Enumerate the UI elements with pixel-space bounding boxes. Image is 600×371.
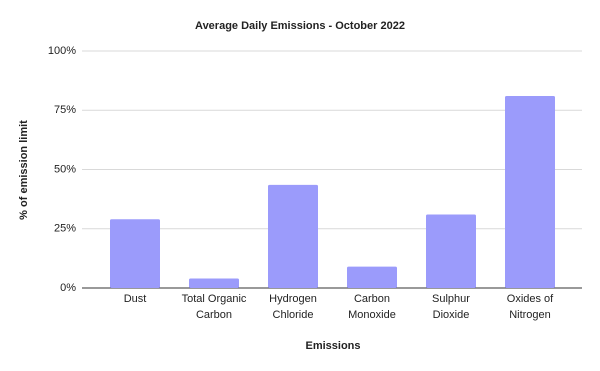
y-tick-label: 25% bbox=[54, 223, 76, 235]
x-tick-label: Sulphur Dioxide bbox=[432, 293, 470, 321]
y-tick-label: 100% bbox=[48, 45, 76, 57]
bar bbox=[426, 214, 476, 288]
x-tick-label: Hydrogen Chloride bbox=[269, 293, 317, 321]
x-tick-label: Oxides of Nitrogen bbox=[507, 293, 554, 321]
x-tick-label: Total Organic Carbon bbox=[182, 293, 247, 321]
bar bbox=[110, 219, 160, 288]
bar bbox=[268, 184, 318, 288]
y-axis-label: % of emission limit bbox=[18, 120, 30, 220]
y-tick-label: 75% bbox=[54, 104, 76, 116]
x-tick-label: Dust bbox=[124, 293, 147, 305]
y-tick-label: 0% bbox=[60, 282, 76, 294]
bar bbox=[505, 96, 555, 288]
chart-title: Average Daily Emissions - October 2022 bbox=[195, 20, 405, 32]
x-tick-label: Carbon Monoxide bbox=[348, 293, 396, 321]
y-tick-label: 50% bbox=[54, 163, 76, 175]
bar bbox=[347, 266, 397, 288]
x-axis-label: Emissions bbox=[305, 340, 360, 352]
bar bbox=[189, 278, 239, 288]
